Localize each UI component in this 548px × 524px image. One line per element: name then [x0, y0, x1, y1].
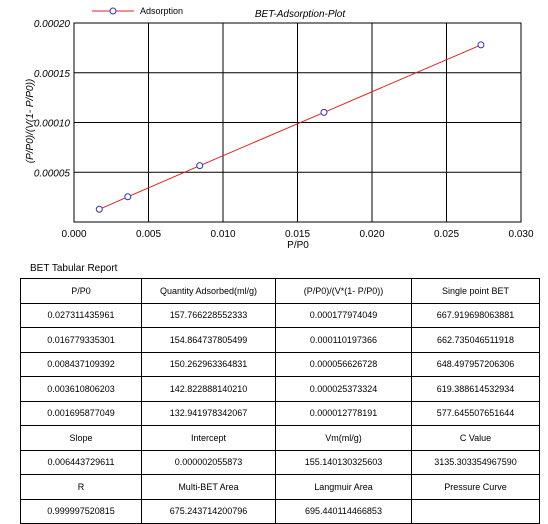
stat-label: Multi-BET Area: [141, 474, 276, 500]
table-cell: 132.941978342067: [141, 400, 276, 426]
stat-label: Vm(ml/g): [275, 425, 412, 451]
table-row: 0.003610806203 142.822888140210 0.000025…: [20, 376, 540, 402]
table-cell: 0.008437109392: [20, 351, 142, 377]
x-tick-label: 0.015: [285, 229, 310, 240]
table-cell: 577.645507651644: [411, 400, 540, 426]
table-cell: 0.000177974049: [275, 302, 412, 328]
stat-value: 0.006443729611: [20, 449, 142, 475]
table-cell: 150.262963364831: [141, 351, 276, 377]
table-cell: 0.027311435961: [20, 302, 142, 328]
legend-label: Adsorption: [140, 6, 183, 16]
table-cell: 662.735046511918: [411, 327, 540, 353]
x-tick-label: 0.025: [434, 229, 459, 240]
stat-value: 0.000002055873: [141, 449, 276, 475]
stat-label: C Value: [411, 425, 540, 451]
report-title: BET Tabular Report: [30, 263, 118, 274]
stat-label: Intercept: [141, 425, 276, 451]
y-tick-label: 0.00005: [34, 168, 71, 179]
table-cell: 0.000025373324: [275, 376, 412, 402]
y-tick-label: 0.00015: [34, 69, 71, 80]
stat-value: 695.440114466853: [275, 498, 412, 524]
data-point: [320, 108, 328, 116]
x-tick-label: 0.000: [61, 229, 86, 240]
table-cell: 0.001695877049: [20, 400, 142, 426]
stats-label-row: Slope Intercept Vm(ml/g) C Value: [20, 425, 540, 451]
x-tick-label: 0.030: [508, 229, 533, 240]
stat-value: [411, 498, 540, 524]
series-line: [99, 44, 482, 210]
table-cell: 667.919698063881: [411, 302, 540, 328]
table-cell: 648.497957206306: [411, 351, 540, 377]
x-tick-label: 0.020: [359, 229, 384, 240]
y-tick-label: 0.00020: [34, 19, 71, 30]
stat-label: Slope: [20, 425, 142, 451]
x-tick-label: 0.010: [210, 229, 235, 240]
chart-title: BET-Adsorption-Plot: [255, 9, 346, 20]
bet-tabular-report: P/P0 Quantity Adsorbed(ml/g) (P/P0)/(V*(…: [20, 278, 540, 524]
data-point: [124, 193, 132, 201]
table-cell: 0.000110197366: [275, 327, 412, 353]
stat-value: 3135.303354967590: [411, 449, 540, 475]
y-axis-label: (P/P0)/(V(1- P/P0)): [25, 79, 36, 163]
table-cell: 0.000056626728: [275, 351, 412, 377]
header-cell: Single point BET: [411, 278, 540, 304]
table-cell: 619.388614532934: [411, 376, 540, 402]
header-cell: (P/P0)/(V*(1- P/P0)): [275, 278, 412, 304]
legend-marker: [109, 7, 117, 15]
table-cell: 142.822888140210: [141, 376, 276, 402]
bet-adsorption-plot: 0.000 0.005 0.010 0.015 0.020 0.025 0.030 0.000…: [25, 6, 534, 251]
y-tick-label: 0.00010: [34, 119, 71, 130]
stat-value: 155.140130325603: [275, 449, 412, 475]
table-row: 0.008437109392 150.262963364831 0.000056…: [20, 351, 540, 377]
table-row: 0.027311435961 157.766228552333 0.000177…: [20, 302, 540, 328]
table-row: 0.001695877049 132.941978342067 0.000012…: [20, 400, 540, 426]
stat-label: R: [20, 474, 142, 500]
stats-label-row: R Multi-BET Area Langmuir Area Pressure …: [20, 474, 540, 500]
x-tick-label: 0.005: [136, 229, 161, 240]
x-axis-label: P/P0: [287, 240, 309, 251]
data-point: [477, 41, 485, 49]
header-cell: Quantity Adsorbed(ml/g): [141, 278, 276, 304]
table-cell: 0.016779335301: [20, 327, 142, 353]
data-point: [95, 205, 103, 213]
table-row: 0.016779335301 154.864737805499 0.000110…: [20, 327, 540, 353]
plot-frame: [73, 22, 522, 223]
table-cell: 0.003610806203: [20, 376, 142, 402]
header-row: P/P0 Quantity Adsorbed(ml/g) (P/P0)/(V*(…: [20, 278, 540, 304]
legend: Adsorption: [92, 6, 183, 16]
stat-label: Langmuir Area: [275, 474, 412, 500]
stat-value: 675.243714200796: [141, 498, 276, 524]
table-cell: 157.766228552333: [141, 302, 276, 328]
table-cell: 154.864737805499: [141, 327, 276, 353]
header-cell: P/P0: [20, 278, 142, 304]
table-cell: 0.000012778191: [275, 400, 412, 426]
stats-value-row: 0.999997520815 675.243714200796 695.4401…: [20, 498, 540, 524]
stat-value: 0.999997520815: [20, 498, 142, 524]
data-point: [196, 162, 204, 170]
stat-label: Pressure Curve: [411, 474, 540, 500]
stats-value-row: 0.006443729611 0.000002055873 155.140130…: [20, 449, 540, 475]
